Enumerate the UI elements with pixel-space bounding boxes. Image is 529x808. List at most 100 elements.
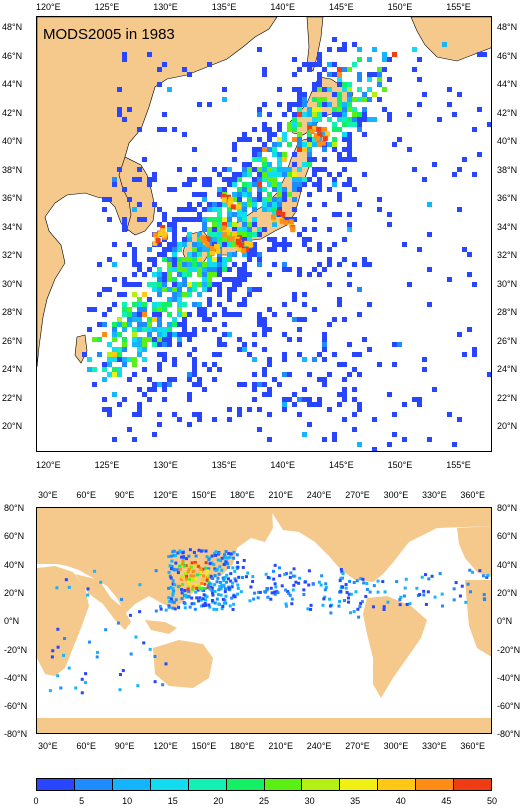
obs-cell <box>464 600 468 604</box>
obs-cell <box>171 593 175 597</box>
obs-cell <box>107 357 112 362</box>
lat-tick-label: -60°N <box>497 701 521 712</box>
obs-cell <box>172 232 177 237</box>
obs-cell <box>201 586 205 590</box>
obs-cell <box>347 142 352 147</box>
obs-cell <box>167 377 172 382</box>
obs-cell <box>482 593 486 597</box>
obs-cell <box>337 392 342 397</box>
obs-cell <box>194 563 198 567</box>
obs-cell <box>362 581 366 585</box>
obs-cell <box>217 267 222 272</box>
obs-cell <box>142 272 147 277</box>
obs-cell <box>172 287 177 292</box>
obs-cell <box>307 422 312 427</box>
obs-cell <box>157 272 162 277</box>
obs-cell <box>283 220 289 226</box>
lon-tick-label: 210°E <box>268 490 294 500</box>
obs-cell <box>190 602 194 606</box>
obs-cell <box>320 140 326 146</box>
obs-cell <box>262 207 267 212</box>
obs-cell <box>339 576 343 580</box>
obs-cell <box>142 322 147 327</box>
obs-cell <box>220 556 224 560</box>
obs-cell <box>132 272 137 277</box>
obs-cell <box>177 207 182 212</box>
obs-cell <box>199 586 203 590</box>
obs-cell <box>168 574 172 578</box>
obs-cell <box>372 72 377 77</box>
obs-cell <box>332 62 337 67</box>
lat-tick-label: 36°N <box>2 193 23 203</box>
obs-cell <box>122 217 127 222</box>
obs-cell <box>187 397 192 402</box>
obs-cell <box>122 292 127 297</box>
obs-cell <box>252 382 257 387</box>
obs-cell <box>377 77 382 82</box>
obs-cell <box>237 267 242 272</box>
obs-cell <box>368 590 372 594</box>
obs-cell <box>452 442 457 447</box>
obs-cell <box>277 162 282 167</box>
obs-cell <box>332 112 337 117</box>
obs-cell <box>217 588 221 592</box>
obs-cell <box>262 122 267 127</box>
obs-cell <box>210 586 214 590</box>
obs-cell <box>204 566 208 570</box>
obs-cell <box>307 142 312 147</box>
obs-cell <box>282 262 287 267</box>
lon-tick-label: 300°E <box>383 741 409 751</box>
obs-cell <box>332 107 337 112</box>
obs-cell <box>257 112 262 117</box>
obs-cell <box>142 342 147 347</box>
obs-cell <box>242 132 247 137</box>
obs-cell <box>342 122 347 127</box>
obs-cell <box>242 382 247 387</box>
obs-cell <box>257 427 262 432</box>
obs-cell <box>462 352 467 357</box>
obs-cell <box>282 192 287 197</box>
lat-tick-label: 0°N <box>4 616 20 627</box>
obs-cell <box>221 225 227 231</box>
obs-cell <box>224 556 228 560</box>
obs-cell <box>337 92 342 97</box>
obs-cell <box>332 212 337 217</box>
obs-cell <box>427 437 432 442</box>
obs-cell <box>202 192 207 197</box>
obs-cell <box>357 402 362 407</box>
obs-cell <box>272 312 277 317</box>
obs-cell <box>132 312 137 317</box>
obs-cell <box>277 152 282 157</box>
obs-cell <box>177 267 182 272</box>
obs-cell <box>398 603 402 607</box>
obs-cell <box>257 172 262 177</box>
obs-cell <box>213 574 217 578</box>
obs-cell <box>187 72 192 77</box>
obs-cell <box>277 202 282 207</box>
obs-cell <box>322 382 327 387</box>
obs-cell <box>290 597 294 601</box>
lon-tick-label: 240°E <box>306 490 332 500</box>
obs-cell <box>192 367 197 372</box>
obs-cell <box>252 247 257 252</box>
obs-cell <box>372 117 377 122</box>
obs-cell <box>262 322 267 327</box>
obs-cell <box>171 600 175 604</box>
obs-cell <box>277 187 282 192</box>
obs-cell <box>217 572 221 576</box>
regional-map <box>36 16 492 452</box>
obs-cell <box>247 222 252 227</box>
obs-cell <box>172 222 177 227</box>
obs-cell <box>367 57 372 62</box>
obs-cell <box>227 222 232 227</box>
obs-cell <box>157 352 162 357</box>
obs-cell <box>97 337 102 342</box>
obs-cell <box>262 332 267 337</box>
obs-cell <box>267 307 272 312</box>
lat-tick-label: 20°N <box>497 421 518 431</box>
obs-cell <box>242 272 247 277</box>
obs-cell <box>197 307 202 312</box>
obs-cell <box>182 267 187 272</box>
obs-cell <box>122 347 127 352</box>
obs-cell <box>252 152 257 157</box>
